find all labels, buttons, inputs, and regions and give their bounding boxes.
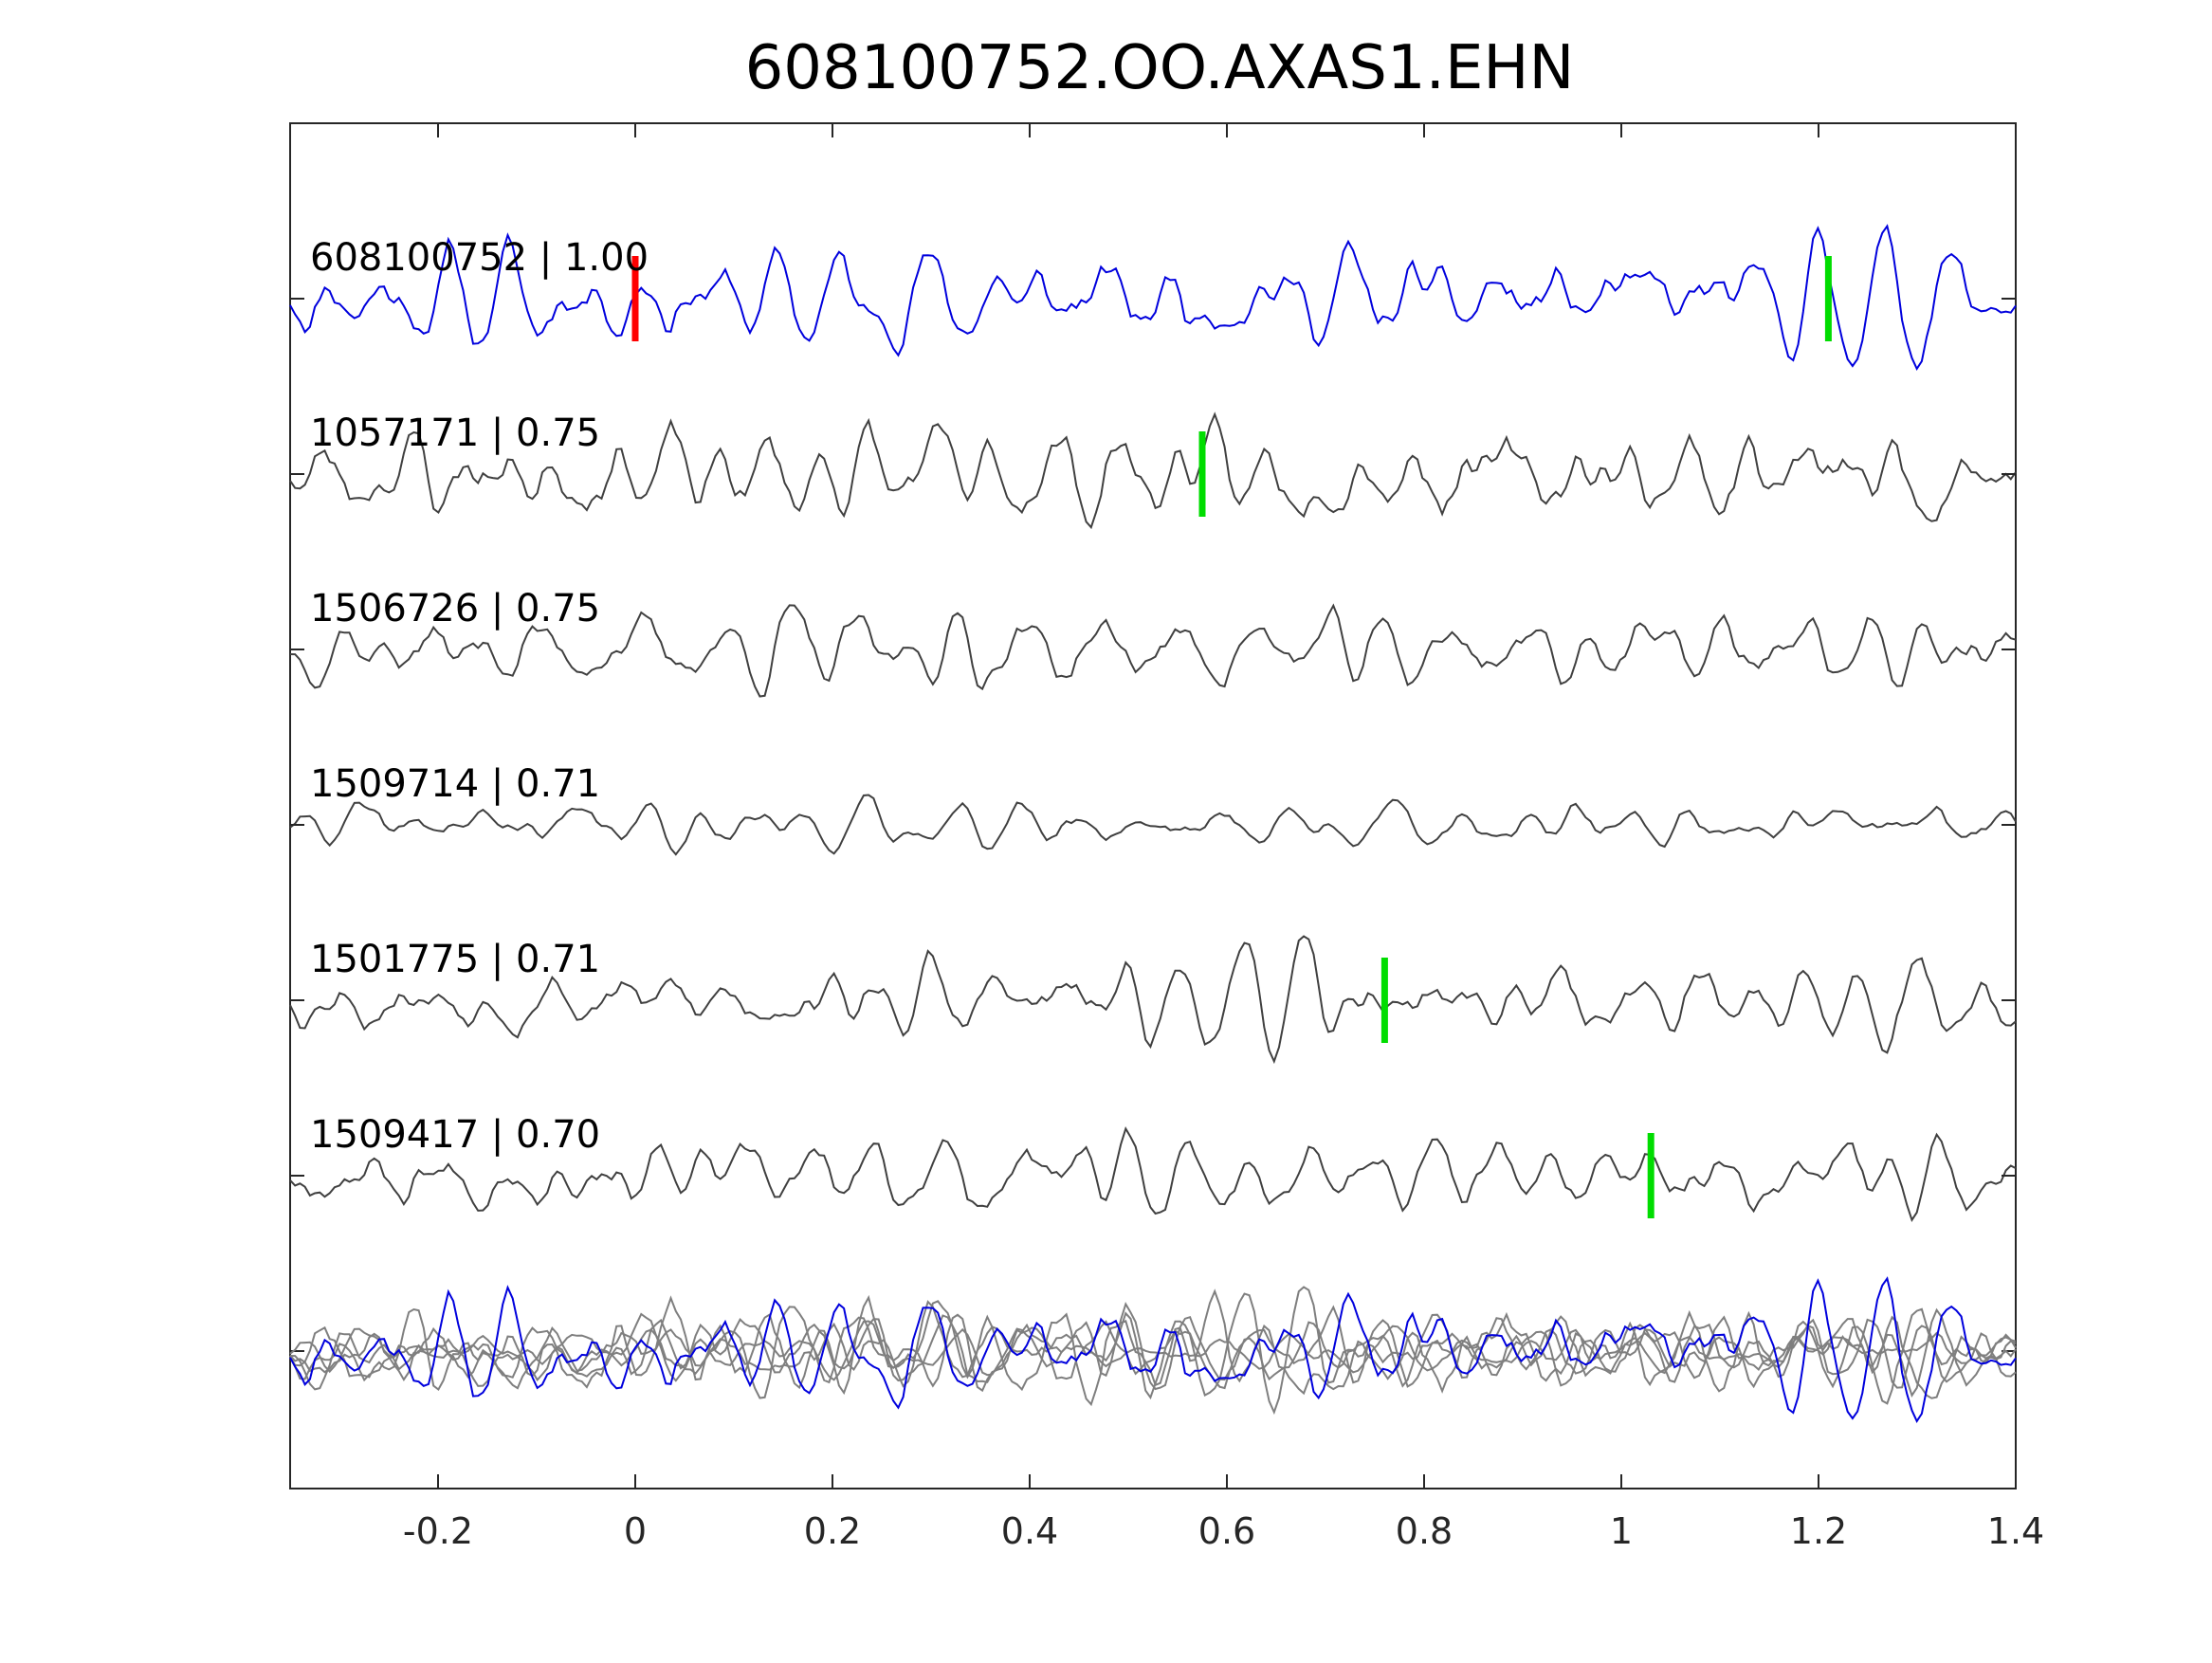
chart-title: 608100752.OO.AXAS1.EHN bbox=[745, 33, 1575, 103]
x-tick-label: -0.2 bbox=[403, 1510, 473, 1552]
trace-line bbox=[289, 794, 2017, 856]
trace-line bbox=[289, 224, 2017, 371]
overlay-trace-line bbox=[289, 1286, 2017, 1416]
x-tick-label: 0.6 bbox=[1198, 1510, 1255, 1552]
trace-line bbox=[289, 411, 2017, 530]
trace-label: 1506726 | 0.75 bbox=[310, 587, 600, 630]
traces-layer bbox=[289, 224, 2017, 1222]
x-tick-label: 0.8 bbox=[1396, 1510, 1453, 1552]
overlay-trace-line bbox=[289, 1302, 2017, 1398]
picks-layer bbox=[631, 256, 1832, 1218]
overlay-trace-line bbox=[289, 1288, 2017, 1407]
overlay-reference-line bbox=[289, 1276, 2017, 1423]
x-axis: -0.2 0 0.2 0.4 0.6 0.8 1 1.2 1.4 bbox=[403, 123, 2044, 1552]
x-tick-label: 1.2 bbox=[1790, 1510, 1847, 1552]
trace-line bbox=[289, 935, 2017, 1065]
trace-label: 1501775 | 0.71 bbox=[310, 938, 600, 981]
overlay-layer bbox=[289, 1276, 2017, 1423]
trace-label: 1509417 | 0.70 bbox=[310, 1113, 600, 1157]
overlay-trace-line bbox=[289, 1305, 2017, 1399]
trace-line bbox=[289, 1126, 2017, 1222]
trace-line bbox=[289, 603, 2017, 698]
trace-label: 1057171 | 0.75 bbox=[310, 411, 600, 455]
plot-frame bbox=[289, 122, 2017, 1489]
x-tick-label: 0.2 bbox=[804, 1510, 861, 1552]
x-tick-label: 0 bbox=[624, 1510, 647, 1552]
trace-label: 608100752 | 1.00 bbox=[310, 236, 649, 280]
labels-layer: 608100752 | 1.00 1057171 | 0.75 1506726 | … bbox=[310, 236, 649, 1157]
trace-label: 1509714 | 0.71 bbox=[310, 762, 600, 806]
x-tick-label: 0.4 bbox=[1001, 1510, 1058, 1552]
x-tick-label: 1.4 bbox=[1987, 1510, 2044, 1552]
overlay-trace-line bbox=[289, 1320, 2017, 1382]
x-tick-label: 1 bbox=[1610, 1510, 1633, 1552]
